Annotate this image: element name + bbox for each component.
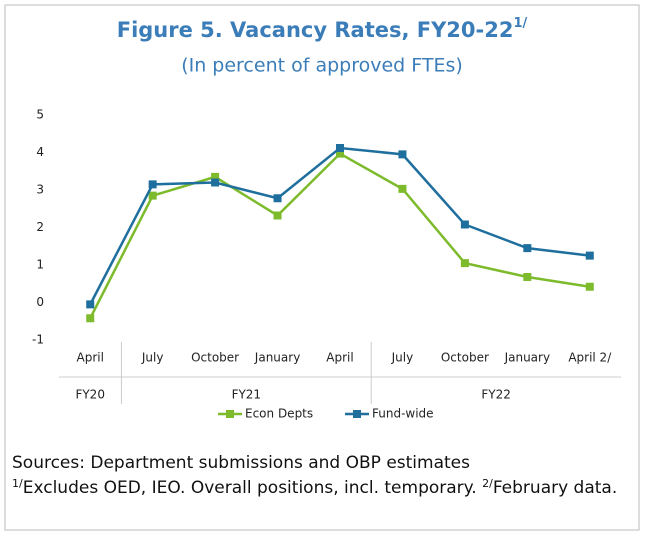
- series-marker: [148, 180, 157, 189]
- x-tick-label: October: [441, 351, 489, 365]
- series-marker: [398, 150, 407, 159]
- title-note: 1/: [513, 16, 527, 31]
- frame: [4, 4, 640, 531]
- chart-subtitle: (In percent of approved FTEs): [181, 55, 463, 77]
- footnotes: 1/Excludes OED, IEO. Overall positions, …: [12, 476, 632, 501]
- series-marker: [336, 144, 344, 152]
- y-tick-label: 2: [36, 220, 44, 234]
- group-label: FY21: [232, 388, 262, 402]
- legend-marker: [353, 410, 361, 418]
- series-marker: [460, 259, 469, 268]
- group-label: FY20: [75, 388, 105, 402]
- series-marker: [148, 191, 157, 200]
- series-marker: [398, 184, 407, 193]
- series-marker: [273, 211, 282, 220]
- x-tick-label: January: [504, 351, 551, 365]
- y-tick-label: 4: [36, 145, 44, 159]
- series-marker: [585, 251, 594, 260]
- series-marker: [86, 314, 95, 323]
- y-tick-label: 5: [36, 108, 44, 122]
- y-tick-label: -1: [32, 333, 44, 347]
- series-marker: [211, 178, 220, 187]
- group-label: FY22: [481, 388, 511, 402]
- y-tick-label: 1: [36, 258, 44, 272]
- series-marker: [86, 300, 95, 309]
- series-marker: [585, 282, 594, 291]
- series-marker: [460, 220, 469, 229]
- y-tick-label: 3: [36, 183, 44, 197]
- series-line: [89, 146, 590, 305]
- x-tick-label: April: [77, 351, 104, 365]
- x-tick-label: January: [254, 351, 301, 365]
- footnote-mark: 1/: [12, 477, 23, 490]
- legend-label: Econ Depts: [245, 407, 313, 421]
- x-tick-label: July: [141, 351, 164, 365]
- series-marker: [211, 172, 220, 181]
- series-marker: [523, 273, 532, 281]
- legend-label: Fund-wide: [372, 407, 434, 421]
- x-tick-label: October: [191, 351, 239, 365]
- title-text: Figure 5. Vacancy Rates, FY20-22: [117, 18, 514, 42]
- source: Sources: Department submissions and OBP …: [12, 453, 470, 473]
- x-tick-label: April 2/: [568, 351, 612, 365]
- legend-marker: [226, 410, 234, 418]
- x-tick-label: July: [391, 351, 414, 365]
- notes: Sources: Department submissions and OBP …: [12, 451, 632, 501]
- series-marker: [523, 244, 532, 253]
- chart-title: Figure 5. Vacancy Rates, FY20-221/: [117, 16, 528, 43]
- footnote-mark: 2/: [482, 477, 493, 490]
- footnote-text: Excludes OED, IEO. Overall positions, in…: [22, 478, 483, 498]
- y-tick-label: 0: [36, 295, 44, 309]
- series-line: [89, 152, 590, 319]
- series-marker: [336, 149, 344, 158]
- series-marker: [273, 194, 282, 203]
- footnote-text: February data.: [492, 478, 618, 498]
- x-tick-label: April: [326, 351, 353, 365]
